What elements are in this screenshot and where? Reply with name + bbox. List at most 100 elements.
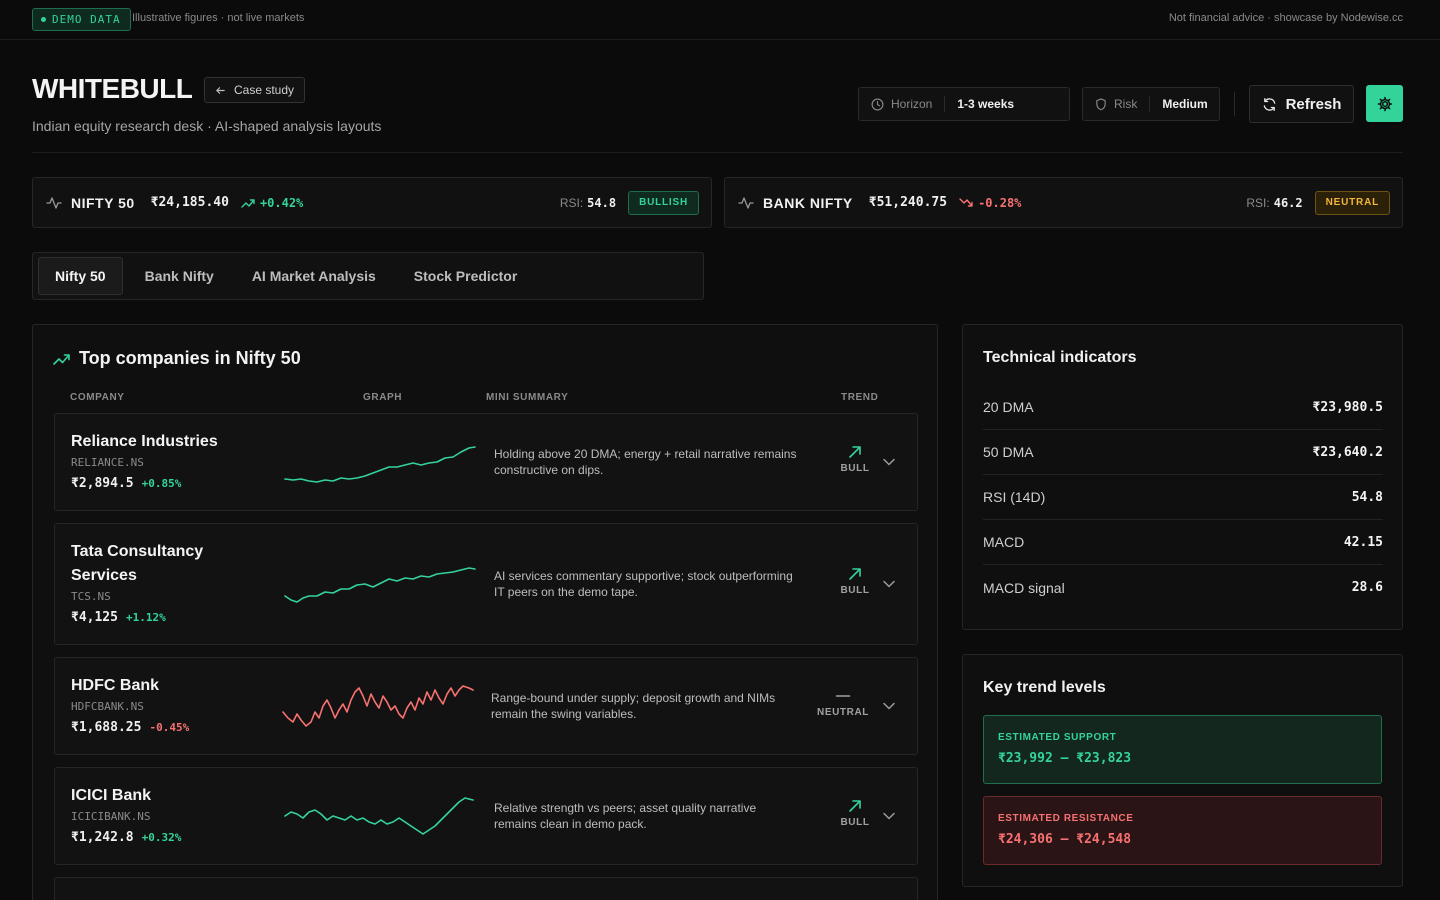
resistance-level-box: ESTIMATED RESISTANCE ₹24,306 – ₹24,548 [983, 796, 1382, 865]
company-row-icicibank[interactable]: ICICI Bank ICICIBANK.NS ₹1,242.8 +0.32% … [54, 767, 918, 865]
column-header-graph: GRAPH [363, 392, 403, 403]
rsi-label: RSI: [559, 195, 584, 210]
indicator-value: 28.6 [1351, 580, 1383, 595]
rsi-value: 46.2 [1273, 195, 1303, 210]
support-range: ₹23,992 – ₹23,823 [998, 751, 1132, 766]
chevron-down-icon[interactable] [882, 457, 896, 467]
horizon-selector[interactable]: Horizon 1-3 weeks [858, 87, 1070, 121]
refresh-label: Refresh [1285, 95, 1342, 113]
indicator-value: 54.8 [1351, 489, 1383, 505]
indicator-label: 20 DMA [983, 399, 1034, 415]
company-price: ₹1,242.8 [71, 830, 134, 845]
key-trend-levels-card: Key trend levels ESTIMATED SUPPORT ₹23,9… [962, 654, 1403, 887]
header-rule [32, 152, 1403, 153]
company-row-tcs[interactable]: Tata Consultancy Services TCS.NS ₹4,125 … [54, 523, 918, 645]
gear-icon [1377, 96, 1392, 111]
company-symbol: HDFCBANK.NS [71, 700, 144, 713]
shield-icon [1096, 97, 1106, 110]
clock-icon [871, 98, 884, 110]
column-header-trend: TREND [841, 392, 879, 403]
demo-badge-label: DEMO DATA [52, 13, 121, 26]
indicator-label: MACD signal [983, 579, 1065, 596]
company-name: Tata Consultancy Services [71, 543, 204, 584]
risk-label: Risk [1114, 97, 1138, 111]
header-divider [1234, 92, 1235, 116]
tab-bank-nifty[interactable]: Bank Nifty [144, 268, 214, 284]
company-row-reliance[interactable]: Reliance Industries RELIANCE.NS ₹2,894.5… [54, 413, 918, 511]
refresh-icon [1263, 97, 1275, 111]
rsi-value: 54.8 [587, 195, 617, 210]
index-change: +0.42% [259, 195, 304, 210]
chevron-down-icon[interactable] [882, 701, 896, 711]
company-change: +0.85% [141, 477, 182, 490]
signal-badge: BULLISH [628, 190, 699, 215]
company-summary: Range-bound under supply; deposit growth… [491, 691, 776, 721]
activity-icon [46, 196, 62, 209]
sparkline-graph [284, 797, 474, 835]
indicator-row: RSI (14D) 54.8 [983, 475, 1383, 520]
company-price: ₹2,894.5 [71, 476, 134, 491]
resistance-label: ESTIMATED RESISTANCE [998, 813, 1134, 824]
arrow-left-icon [216, 86, 225, 94]
company-row-hdfcbank[interactable]: HDFC Bank HDFCBANK.NS ₹1,688.25 -0.45% R… [54, 657, 918, 755]
chevron-down-icon[interactable] [882, 579, 896, 589]
view-tabs: Nifty 50 Bank Nifty AI Market Analysis S… [32, 252, 704, 300]
refresh-button[interactable]: Refresh [1249, 85, 1354, 123]
arrow-up-right-icon [849, 446, 861, 458]
arrow-up-right-icon [849, 800, 861, 812]
tab-stock-predictor[interactable]: Stock Predictor [413, 268, 518, 284]
company-summary: Holding above 20 DMA; energy + retail na… [494, 447, 797, 477]
company-name: HDFC Bank [71, 677, 160, 694]
indicator-row: MACD signal 28.6 [983, 565, 1383, 610]
trend-down-icon [959, 197, 973, 207]
risk-value: Medium [1162, 97, 1208, 111]
trending-up-icon [53, 353, 70, 365]
trend-label: BULL [840, 463, 870, 474]
brand-title: WHITEBULL [32, 73, 193, 104]
resistance-range: ₹24,306 – ₹24,548 [998, 832, 1132, 847]
indicator-row: MACD 42.15 [983, 520, 1383, 565]
index-price: ₹24,185.40 [150, 195, 229, 210]
risk-selector[interactable]: Risk Medium [1082, 87, 1220, 121]
company-name: Reliance Industries [71, 433, 218, 450]
chevron-down-icon[interactable] [882, 811, 896, 821]
company-row-next[interactable] [54, 877, 918, 900]
banner-note: Illustrative figures · not live markets [132, 12, 305, 24]
index-price: ₹51,240.75 [868, 195, 948, 210]
levels-title: Key trend levels [983, 679, 1106, 696]
company-symbol: TCS.NS [71, 590, 111, 603]
dash-icon [835, 695, 851, 697]
signal-badge: NEUTRAL [1314, 190, 1390, 215]
indicator-value: ₹23,640.2 [1312, 444, 1383, 460]
indicator-value: ₹23,980.5 [1312, 399, 1383, 415]
trend-label: BULL [840, 585, 870, 596]
activity-icon [738, 196, 754, 209]
company-price: ₹4,125 [71, 610, 118, 625]
indicator-label: MACD [983, 534, 1025, 550]
company-summary: AI services commentary supportive; stock… [494, 569, 793, 599]
company-price: ₹1,688.25 [71, 720, 142, 735]
support-level-box: ESTIMATED SUPPORT ₹23,992 – ₹23,823 [983, 715, 1382, 784]
column-header-company: COMPANY [70, 392, 125, 403]
demo-banner: DEMO DATA Illustrative figures · not liv… [0, 0, 1440, 40]
support-label: ESTIMATED SUPPORT [998, 732, 1117, 743]
company-change: +1.12% [125, 611, 166, 624]
banner-disclaimer: Not financial advice · showcase by Nodew… [1168, 12, 1403, 24]
trend-up-icon [241, 198, 255, 208]
company-symbol: RELIANCE.NS [71, 456, 144, 469]
case-study-button[interactable]: Case study [204, 77, 306, 103]
index-card-banknifty[interactable]: BANK NIFTY ₹51,240.75 -0.28% RSI: 46.2 N… [724, 177, 1403, 228]
horizon-value: 1-3 weeks [957, 97, 1015, 111]
tab-ai-market-analysis[interactable]: AI Market Analysis [251, 268, 376, 284]
demo-data-badge: DEMO DATA [32, 8, 131, 31]
column-header-summary: MINI SUMMARY [486, 392, 569, 403]
settings-button[interactable] [1366, 85, 1403, 122]
index-card-nifty[interactable]: NIFTY 50 ₹24,185.40 +0.42% RSI: 54.8 BUL… [32, 177, 712, 228]
indicator-row: 20 DMA ₹23,980.5 [983, 385, 1383, 430]
sparkline-graph [284, 446, 476, 483]
tab-nifty-50[interactable]: Nifty 50 [38, 257, 123, 295]
companies-panel: Top companies in Nifty 50 COMPANY GRAPH … [32, 324, 938, 900]
index-name: BANK NIFTY [763, 194, 853, 211]
index-name: NIFTY 50 [71, 194, 135, 211]
index-change: -0.28% [978, 195, 1022, 210]
